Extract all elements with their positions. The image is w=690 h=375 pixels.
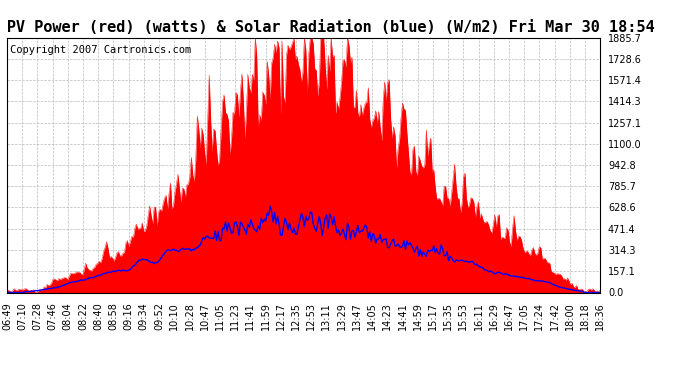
Text: Copyright 2007 Cartronics.com: Copyright 2007 Cartronics.com bbox=[10, 45, 191, 55]
Title: Total PV Power (red) (watts) & Solar Radiation (blue) (W/m2) Fri Mar 30 18:54: Total PV Power (red) (watts) & Solar Rad… bbox=[0, 20, 655, 35]
